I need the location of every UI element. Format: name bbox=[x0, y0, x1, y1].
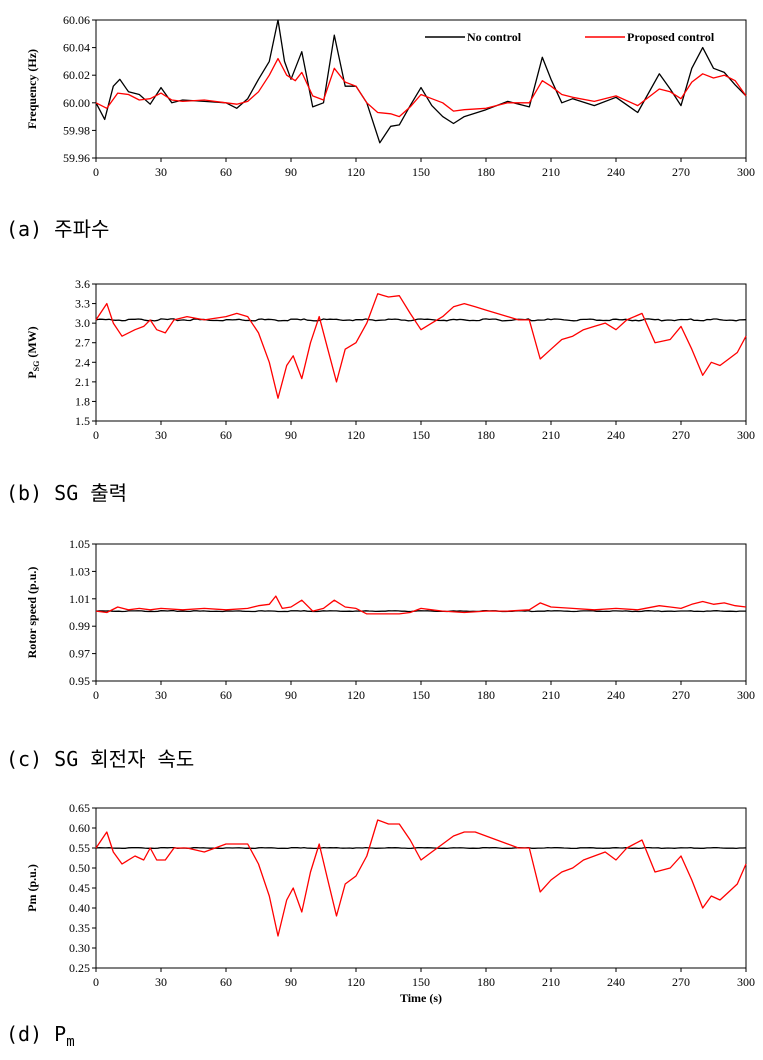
x-tick-label-0-8: 240 bbox=[607, 165, 625, 179]
y-tick-label-3-6: 0.55 bbox=[69, 841, 90, 855]
caption-c: (c) SG 회전자 속도 bbox=[6, 747, 195, 771]
plot-frame-3 bbox=[95, 807, 747, 969]
x-tick-label-3-5: 150 bbox=[412, 975, 430, 989]
x-tick-label-0-6: 180 bbox=[477, 165, 495, 179]
x-tick-label-2-3: 90 bbox=[285, 688, 297, 702]
legend-label-0: No control bbox=[467, 30, 522, 44]
y-tick-label-0-5: 60.06 bbox=[63, 13, 90, 27]
y-axis-label-unit-1: (MW) bbox=[25, 326, 39, 360]
y-tick-label-1-4: 2.7 bbox=[75, 336, 90, 350]
y-tick-label-1-6: 3.3 bbox=[75, 297, 90, 311]
x-tick-label-2-0: 0 bbox=[93, 688, 99, 702]
x-tick-label-2-9: 270 bbox=[672, 688, 690, 702]
y-tick-label-1-5: 3.0 bbox=[75, 316, 90, 330]
x-tick-label-0-4: 120 bbox=[347, 165, 365, 179]
y-tick-label-3-0: 0.25 bbox=[69, 961, 90, 975]
y-tick-label-3-7: 0.60 bbox=[69, 821, 90, 835]
y-tick-label-3-1: 0.30 bbox=[69, 941, 90, 955]
x-tick-label-0-1: 30 bbox=[155, 165, 167, 179]
y-axis-label-2: Rotor speed (p.u.) bbox=[25, 567, 39, 659]
x-tick-label-3-1: 30 bbox=[155, 975, 167, 989]
x-tick-label-2-10: 300 bbox=[737, 688, 755, 702]
series-line-1-1 bbox=[95, 293, 747, 399]
x-tick-label-0-7: 210 bbox=[542, 165, 560, 179]
y-tick-label-2-2: 0.99 bbox=[69, 619, 90, 633]
x-tick-label-3-0: 0 bbox=[93, 975, 99, 989]
y-axis-label-3: Pm (p.u.) bbox=[25, 864, 39, 912]
y-tick-label-3-3: 0.40 bbox=[69, 901, 90, 915]
x-axis-label-3: Time (s) bbox=[400, 991, 442, 1005]
y-tick-label-0-0: 59.96 bbox=[63, 151, 90, 165]
x-tick-label-3-2: 60 bbox=[220, 975, 232, 989]
series-line-1-0 bbox=[95, 318, 747, 322]
x-tick-label-1-8: 240 bbox=[607, 428, 625, 442]
y-tick-label-0-1: 59.98 bbox=[63, 123, 90, 137]
series-line-0-0 bbox=[95, 19, 747, 144]
y-tick-label-0-2: 60.00 bbox=[63, 96, 90, 110]
plot-frame-2 bbox=[95, 543, 747, 682]
legend-label-1: Proposed control bbox=[627, 30, 715, 44]
x-tick-label-0-5: 150 bbox=[412, 165, 430, 179]
y-tick-label-0-4: 60.04 bbox=[63, 41, 90, 55]
x-tick-label-1-6: 180 bbox=[477, 428, 495, 442]
y-axis-label-0: Frequency (Hz) bbox=[25, 49, 39, 129]
y-axis-label-subscript-1: SG bbox=[32, 361, 41, 372]
x-tick-label-0-10: 300 bbox=[737, 165, 755, 179]
x-tick-label-2-1: 30 bbox=[155, 688, 167, 702]
plot-frame-1 bbox=[95, 283, 747, 422]
x-tick-label-0-9: 270 bbox=[672, 165, 690, 179]
x-tick-label-1-9: 270 bbox=[672, 428, 690, 442]
x-tick-label-3-7: 210 bbox=[542, 975, 560, 989]
x-tick-label-1-1: 30 bbox=[155, 428, 167, 442]
x-tick-label-1-0: 0 bbox=[93, 428, 99, 442]
x-tick-label-1-2: 60 bbox=[220, 428, 232, 442]
x-tick-label-3-6: 180 bbox=[477, 975, 495, 989]
series-line-2-1 bbox=[95, 595, 747, 615]
x-tick-label-0-3: 90 bbox=[285, 165, 297, 179]
x-tick-label-2-5: 150 bbox=[412, 688, 430, 702]
series-line-3-1 bbox=[95, 819, 747, 937]
x-tick-label-1-5: 150 bbox=[412, 428, 430, 442]
caption-b: (b) SG 출력 bbox=[6, 481, 128, 505]
series-line-3-0 bbox=[95, 846, 747, 850]
x-tick-label-3-8: 240 bbox=[607, 975, 625, 989]
series-line-2-0 bbox=[95, 610, 746, 613]
y-tick-label-1-3: 2.4 bbox=[75, 355, 90, 369]
x-tick-label-3-4: 120 bbox=[347, 975, 365, 989]
x-tick-label-3-10: 300 bbox=[737, 975, 755, 989]
caption-a: (a) 주파수 bbox=[6, 217, 110, 241]
x-tick-label-3-3: 90 bbox=[285, 975, 297, 989]
x-tick-label-2-7: 210 bbox=[542, 688, 560, 702]
y-tick-label-2-0: 0.95 bbox=[69, 674, 90, 688]
y-tick-label-2-3: 1.01 bbox=[69, 592, 90, 606]
y-tick-label-1-0: 1.5 bbox=[75, 414, 90, 428]
x-tick-label-1-4: 120 bbox=[347, 428, 365, 442]
y-tick-label-3-2: 0.35 bbox=[69, 921, 90, 935]
x-tick-label-0-2: 60 bbox=[220, 165, 232, 179]
y-tick-label-2-5: 1.05 bbox=[69, 537, 90, 551]
y-tick-label-2-4: 1.03 bbox=[69, 564, 90, 578]
y-tick-label-3-8: 0.65 bbox=[69, 801, 90, 815]
y-tick-label-3-5: 0.50 bbox=[69, 861, 90, 875]
y-tick-label-1-1: 1.8 bbox=[75, 394, 90, 408]
x-tick-label-2-6: 180 bbox=[477, 688, 495, 702]
x-tick-label-2-8: 240 bbox=[607, 688, 625, 702]
y-tick-label-1-2: 2.1 bbox=[75, 375, 90, 389]
y-tick-label-1-7: 3.6 bbox=[75, 277, 90, 291]
x-tick-label-1-3: 90 bbox=[285, 428, 297, 442]
x-tick-label-0-0: 0 bbox=[93, 165, 99, 179]
y-tick-label-2-1: 0.97 bbox=[69, 647, 90, 661]
caption-d: (d) Pm bbox=[6, 1022, 75, 1050]
x-tick-label-2-2: 60 bbox=[220, 688, 232, 702]
x-tick-label-3-9: 270 bbox=[672, 975, 690, 989]
y-tick-label-0-3: 60.02 bbox=[63, 68, 90, 82]
y-axis-label-1: PSG (MW) bbox=[25, 326, 41, 378]
x-tick-label-1-7: 210 bbox=[542, 428, 560, 442]
x-tick-label-2-4: 120 bbox=[347, 688, 365, 702]
y-tick-label-3-4: 0.45 bbox=[69, 881, 90, 895]
series-line-0-1 bbox=[95, 57, 747, 118]
caption-d-subscript: m bbox=[66, 1034, 75, 1050]
x-tick-label-1-10: 300 bbox=[737, 428, 755, 442]
